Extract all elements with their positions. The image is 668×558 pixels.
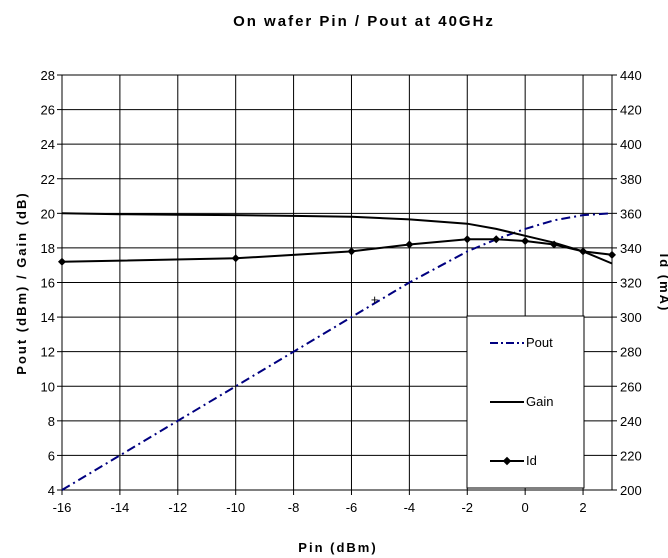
y2-tick-labels: 200 220 240 260 280 300 320 340 360 380 400 420 440 (620, 68, 642, 498)
x-tick-label: -4 (404, 500, 416, 515)
data-point-id (463, 235, 472, 244)
x-tick-label: -16 (53, 500, 72, 515)
data-point-id (231, 254, 240, 263)
y2-tick-label: 320 (620, 276, 642, 291)
y-tick-label: 16 (41, 276, 55, 291)
data-point-id (405, 240, 414, 249)
y-tick-label: 22 (41, 172, 55, 187)
y-tick-label: 24 (41, 137, 55, 152)
y2-tick-label: 240 (620, 414, 642, 429)
x-tick-label: -12 (168, 500, 187, 515)
y2-tick-label: 200 (620, 483, 642, 498)
data-point-id (608, 250, 616, 259)
annotation-mark: + (371, 292, 379, 307)
series-layer (58, 212, 616, 491)
legend-box (466, 315, 585, 489)
y2-tick-label: 340 (620, 241, 642, 256)
y2-tick-label: 400 (620, 137, 642, 152)
x-tick-label: -10 (226, 500, 245, 515)
y-axis-label: Pout (dBm) / Gain (dB) (14, 191, 29, 374)
x-tick-label: -14 (110, 500, 129, 515)
chart-title: On wafer Pin / Pout at 40GHz (233, 13, 495, 30)
y2-tick-label: 380 (620, 172, 642, 187)
data-point-id (579, 247, 588, 256)
annotation-layer: + (371, 292, 379, 307)
y2-axis-label: Id (mA) (657, 254, 668, 313)
y-tick-labels: 4 6 8 10 12 14 16 18 20 22 24 26 28 (41, 68, 55, 498)
x-tick-labels: -16 -14 -12 -10 -8 -6 -4 -2 0 2 (53, 500, 587, 515)
y-tick-label: 8 (48, 414, 55, 429)
y2-tick-label: 260 (620, 379, 642, 394)
y-tick-label: 12 (41, 345, 55, 360)
y2-tick-label: 300 (620, 310, 642, 325)
data-point-id (492, 235, 501, 244)
y-tick-label: 18 (41, 241, 55, 256)
x-tick-label: 2 (579, 500, 586, 515)
x-tick-label: -2 (461, 500, 473, 515)
x-axis-label: Pin (dBm) (298, 540, 377, 555)
y-tick-label: 28 (41, 68, 55, 83)
series-line-gain (61, 212, 613, 265)
y-tick-label: 4 (48, 483, 55, 498)
y2-tick-label: 280 (620, 345, 642, 360)
data-point-id (58, 257, 66, 266)
legend-label-pout: Pout (526, 335, 553, 350)
data-point-id (347, 247, 356, 256)
legend-label-id: Id (526, 453, 537, 468)
y-tick-label: 6 (48, 448, 55, 463)
y2-tick-label: 440 (620, 68, 642, 83)
y2-tick-label: 360 (620, 206, 642, 221)
y2-tick-label: 420 (620, 103, 642, 118)
x-tick-label: -8 (288, 500, 300, 515)
x-tick-label: 0 (522, 500, 529, 515)
y-tick-label: 10 (41, 379, 55, 394)
series-line-pout (61, 212, 613, 491)
legend: Pout Gain Id (466, 315, 585, 489)
data-point-id (550, 240, 559, 249)
data-point-id (521, 237, 530, 245)
y-tick-label: 20 (41, 206, 55, 221)
y2-tick-label: 220 (620, 448, 642, 463)
series-line-id (61, 238, 613, 263)
y-tick-label: 26 (41, 103, 55, 118)
legend-marker-id (502, 456, 512, 466)
x-tick-label: -6 (346, 500, 358, 515)
y-tick-label: 14 (41, 310, 55, 325)
legend-label-gain: Gain (526, 394, 553, 409)
